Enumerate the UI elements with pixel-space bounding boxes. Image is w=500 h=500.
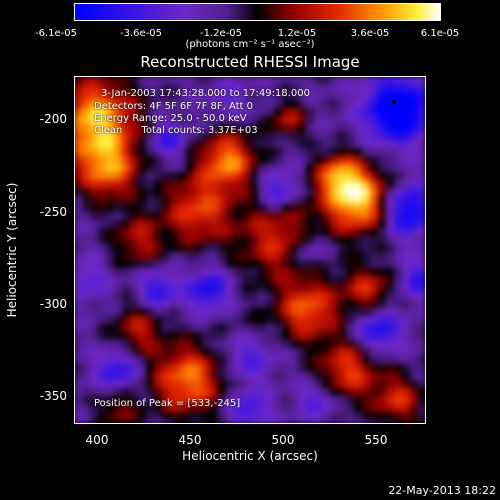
date-stamp: 22-May-2013 18:22 — [388, 484, 496, 497]
x-tick-label: 550 — [364, 433, 388, 447]
colorbar-tick: 6.1e-05 — [420, 28, 460, 39]
annotation-detectors: Detectors: 4F 5F 6F 7F 8F, Att 0 — [94, 101, 254, 112]
x-axis-label: Heliocentric X (arcsec) — [182, 449, 318, 463]
colorbar-tick: 1.2e-05 — [277, 28, 317, 39]
x-tick-label: 400 — [85, 433, 109, 447]
heatmap-image — [74, 76, 426, 424]
annotation-energy: Energy Range: 25.0 - 50.0 keV — [94, 113, 247, 124]
annotation-peak: Position of Peak = [533,-245] — [94, 398, 241, 409]
y-tick-label: -350 — [39, 389, 67, 403]
colorbar-tick: 3.6e-05 — [350, 28, 390, 39]
annotation-time: 3-Jan-2003 17:43:28.000 to 17:49:18.000 — [101, 88, 310, 99]
x-tick-label: 500 — [271, 433, 295, 447]
y-tick-label: -200 — [39, 112, 67, 126]
x-tick-label: 450 — [178, 433, 202, 447]
colorbar-tick: -6.1e-05 — [35, 28, 77, 39]
chart-title: Reconstructed RHESSI Image — [140, 53, 360, 71]
y-tick-label: -250 — [39, 205, 67, 219]
colorbar-units: (photons cm⁻² s⁻¹ asec⁻²) — [185, 39, 315, 50]
y-axis-label: Heliocentric Y (arcsec) — [5, 182, 19, 318]
plot-area — [74, 76, 426, 424]
colorbar — [74, 3, 441, 21]
annotation-clean: Clean Total counts: 3.37E+03 — [94, 125, 258, 136]
peak-marker — [392, 100, 396, 104]
y-tick-label: -300 — [39, 297, 67, 311]
colorbar-tick: -3.6e-05 — [120, 28, 162, 39]
colorbar-tick: -1.2e-05 — [200, 28, 242, 39]
